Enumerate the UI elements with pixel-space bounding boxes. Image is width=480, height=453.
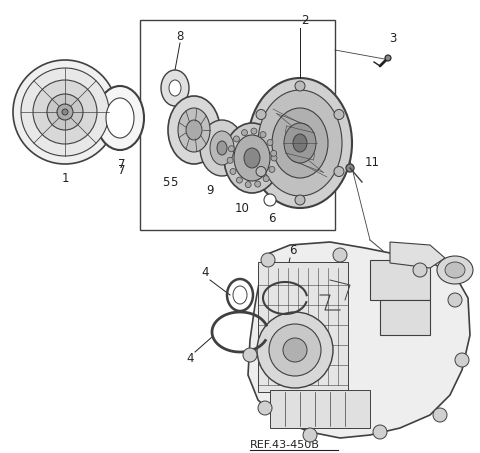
Ellipse shape	[13, 60, 117, 164]
Ellipse shape	[248, 78, 352, 208]
Text: 10: 10	[235, 202, 250, 215]
Circle shape	[245, 182, 251, 188]
Text: 6: 6	[268, 212, 276, 225]
Circle shape	[233, 136, 240, 142]
Circle shape	[236, 177, 242, 183]
Circle shape	[255, 181, 261, 187]
Ellipse shape	[57, 104, 73, 120]
Ellipse shape	[96, 86, 144, 150]
Circle shape	[334, 110, 344, 120]
Text: REF.43-450B: REF.43-450B	[250, 440, 320, 450]
Circle shape	[433, 408, 447, 422]
Ellipse shape	[106, 98, 134, 138]
Text: 5: 5	[162, 175, 170, 188]
Ellipse shape	[437, 256, 473, 284]
Ellipse shape	[272, 108, 328, 178]
Circle shape	[258, 401, 272, 415]
Circle shape	[269, 324, 321, 376]
Ellipse shape	[169, 80, 181, 96]
Text: 3: 3	[389, 32, 396, 44]
Text: 6: 6	[289, 244, 297, 256]
Circle shape	[385, 55, 391, 61]
Ellipse shape	[234, 135, 270, 181]
Circle shape	[260, 132, 266, 138]
Polygon shape	[390, 242, 445, 268]
Circle shape	[295, 81, 305, 91]
Text: 9: 9	[206, 183, 214, 197]
Bar	[258, 262, 348, 392]
Ellipse shape	[258, 90, 342, 196]
Circle shape	[295, 195, 305, 205]
Ellipse shape	[33, 80, 97, 144]
Circle shape	[333, 248, 347, 262]
Bar	[270, 390, 370, 428]
Circle shape	[228, 146, 234, 152]
Circle shape	[455, 353, 469, 367]
Circle shape	[413, 263, 427, 277]
Circle shape	[241, 130, 248, 135]
Ellipse shape	[47, 94, 83, 130]
Text: 11: 11	[364, 156, 380, 169]
Circle shape	[230, 169, 236, 174]
Ellipse shape	[21, 68, 109, 156]
Ellipse shape	[217, 141, 227, 155]
Circle shape	[264, 194, 276, 206]
Ellipse shape	[62, 109, 68, 115]
Circle shape	[243, 348, 257, 362]
Polygon shape	[248, 242, 470, 438]
Text: 1: 1	[61, 173, 69, 185]
Ellipse shape	[178, 108, 210, 152]
Circle shape	[346, 164, 354, 172]
Circle shape	[283, 338, 307, 362]
Text: 8: 8	[176, 29, 184, 43]
Text: 4: 4	[201, 266, 209, 280]
Bar	[370, 260, 430, 300]
Ellipse shape	[200, 120, 244, 176]
Circle shape	[271, 155, 277, 161]
Circle shape	[251, 128, 257, 134]
Circle shape	[334, 167, 344, 177]
Text: 7: 7	[118, 164, 126, 177]
Circle shape	[303, 428, 317, 442]
Circle shape	[271, 150, 276, 156]
Ellipse shape	[224, 123, 280, 193]
Circle shape	[261, 253, 275, 267]
Ellipse shape	[244, 148, 260, 168]
Text: 7: 7	[118, 159, 126, 172]
Text: 2: 2	[301, 14, 309, 28]
Ellipse shape	[284, 123, 316, 163]
Circle shape	[256, 167, 266, 177]
Ellipse shape	[186, 120, 202, 140]
Circle shape	[269, 166, 275, 173]
Circle shape	[267, 140, 273, 145]
Ellipse shape	[293, 134, 307, 152]
Circle shape	[373, 425, 387, 439]
Circle shape	[263, 176, 269, 182]
Circle shape	[448, 293, 462, 307]
Circle shape	[257, 312, 333, 388]
Ellipse shape	[210, 131, 234, 165]
Circle shape	[227, 157, 233, 164]
Text: 4: 4	[186, 352, 194, 366]
Ellipse shape	[168, 96, 220, 164]
Ellipse shape	[445, 262, 465, 278]
Circle shape	[256, 110, 266, 120]
Bar	[380, 300, 430, 335]
Text: 5: 5	[170, 175, 178, 188]
Ellipse shape	[161, 70, 189, 106]
Bar	[140, 20, 335, 230]
